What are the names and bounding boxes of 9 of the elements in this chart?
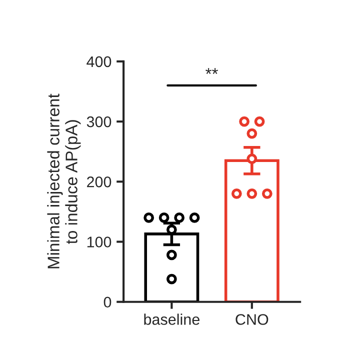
y-tick-label: 200 [87, 176, 112, 188]
x-tick-label: baseline [144, 314, 200, 325]
y-tick-label: 300 [86, 116, 112, 128]
y-tick-label: 400 [86, 56, 112, 68]
y-axis-title: Minimal injected current to induce AP(pA) [47, 94, 81, 268]
annotation: ** [206, 68, 218, 74]
y-tick-label: 0 [104, 296, 112, 308]
x-tick-label: CNO [236, 314, 268, 325]
y-tick-label: 100 [87, 236, 112, 248]
